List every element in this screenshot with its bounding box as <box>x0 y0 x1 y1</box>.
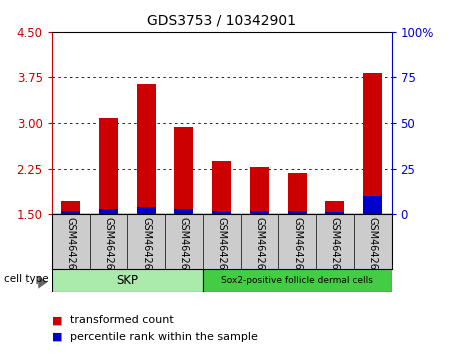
Text: ■: ■ <box>52 332 62 342</box>
Bar <box>212 211 231 214</box>
Bar <box>175 209 194 214</box>
Text: SKP: SKP <box>116 274 138 287</box>
Bar <box>325 212 344 214</box>
Bar <box>288 211 306 214</box>
Text: GSM464269: GSM464269 <box>368 217 378 276</box>
Bar <box>212 161 231 214</box>
Text: GSM464265: GSM464265 <box>216 217 227 276</box>
Text: percentile rank within the sample: percentile rank within the sample <box>70 332 257 342</box>
Text: GSM464263: GSM464263 <box>141 217 151 276</box>
Text: GSM464264: GSM464264 <box>179 217 189 276</box>
Text: ■: ■ <box>52 315 62 325</box>
Text: GSM464261: GSM464261 <box>66 217 76 276</box>
Bar <box>363 196 382 214</box>
Bar <box>288 173 306 214</box>
Polygon shape <box>38 276 47 289</box>
Bar <box>137 84 156 214</box>
Text: GSM464268: GSM464268 <box>330 217 340 276</box>
Text: Sox2-positive follicle dermal cells: Sox2-positive follicle dermal cells <box>221 276 373 285</box>
Text: GSM464262: GSM464262 <box>104 217 113 276</box>
Text: GSM464266: GSM464266 <box>254 217 265 276</box>
Bar <box>137 207 156 214</box>
Bar <box>99 209 118 214</box>
Bar <box>52 269 203 292</box>
Bar <box>363 73 382 214</box>
Bar <box>250 167 269 214</box>
Bar <box>61 201 80 214</box>
Text: cell type: cell type <box>4 274 49 284</box>
Title: GDS3753 / 10342901: GDS3753 / 10342901 <box>147 14 296 28</box>
Text: GSM464267: GSM464267 <box>292 217 302 276</box>
Bar <box>250 211 269 214</box>
Text: transformed count: transformed count <box>70 315 174 325</box>
Bar <box>175 127 194 214</box>
Bar <box>325 201 344 214</box>
Bar <box>61 211 80 214</box>
Bar <box>99 118 118 214</box>
Bar <box>203 269 392 292</box>
